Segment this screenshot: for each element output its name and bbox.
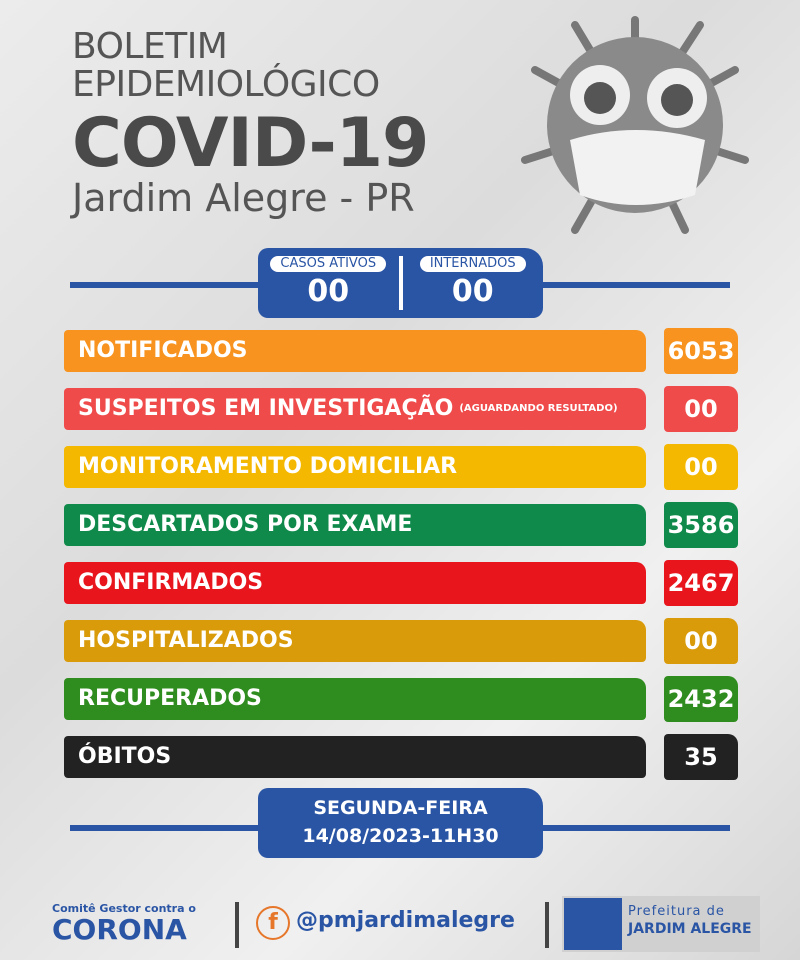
stat-row: RECUPERADOS 2432 [64,676,738,722]
separator [235,902,239,948]
title-line-2: EPIDEMIOLÓGICO [72,64,380,105]
city-text: JARDIM ALEGRE [628,921,752,937]
title-line-1: BOLETIM [72,26,228,67]
prefeitura-logo: Prefeitura de JARDIM ALEGRE [562,896,760,952]
facebook-icon[interactable]: f [256,906,290,940]
hospitalized-value: 00 [451,274,494,309]
stat-label-bar: ÓBITOS [64,736,646,778]
stat-row: HOSPITALIZADOS 00 [64,618,738,664]
stat-row: MONITORAMENTO DOMICILIAR 00 [64,444,738,490]
separator [398,256,403,310]
stat-label: HOSPITALIZADOS [78,628,294,653]
hospitalized-label: INTERNADOS [419,256,526,272]
stat-label: SUSPEITOS EM INVESTIGAÇÃO [78,396,454,421]
coat-of-arms-icon [564,898,622,950]
virus-mascot-icon [521,16,749,234]
bulletin-title: BOLETIM EPIDEMIOLÓGICO [72,28,380,104]
stat-label: ÓBITOS [78,744,172,769]
stat-label: CONFIRMADOS [78,570,264,595]
stat-note: (AGUARDANDO RESULTADO) [459,403,618,414]
weekday: SEGUNDA-FEIRA [313,797,488,819]
stat-value: 2467 [664,560,738,606]
hospitalized: INTERNADOS 00 [403,248,544,318]
stat-value: 00 [664,618,738,664]
stat-value: 3586 [664,502,738,548]
stat-row: NOTIFICADOS 6053 [64,328,738,374]
stat-label-bar: SUSPEITOS EM INVESTIGAÇÃO (AGUARDANDO RES… [64,388,646,430]
footer: Comitê Gestor contra o CORONA f @pmjardi… [0,890,800,952]
separator [545,902,549,948]
prefeitura-text: Prefeitura de [628,904,725,919]
stat-label-bar: HOSPITALIZADOS [64,620,646,662]
stat-label-bar: RECUPERADOS [64,678,646,720]
stat-label-bar: MONITORAMENTO DOMICILIAR [64,446,646,488]
datetime: 14/08/2023-11H30 [302,825,499,847]
active-cases-value: 00 [307,274,350,309]
stat-label: RECUPERADOS [78,686,262,711]
stat-row: CONFIRMADOS 2467 [64,560,738,606]
stat-value: 00 [664,444,738,490]
summary-box: CASOS ATIVOS 00 INTERNADOS 00 [258,248,543,318]
corona-text: CORONA [52,913,187,946]
stat-label-bar: CONFIRMADOS [64,562,646,604]
active-cases-label: CASOS ATIVOS [270,256,387,272]
stat-value: 6053 [664,328,738,374]
stat-label: NOTIFICADOS [78,338,248,363]
committee-text: Comitê Gestor contra o [52,902,196,915]
stat-row: SUSPEITOS EM INVESTIGAÇÃO (AGUARDANDO RES… [64,386,738,432]
covid-title: COVID-19 [72,104,429,183]
stat-value: 00 [664,386,738,432]
stat-value: 35 [664,734,738,780]
stat-label: MONITORAMENTO DOMICILIAR [78,454,458,479]
facebook-handle[interactable]: @pmjardimalegre [296,908,515,933]
stat-label: DESCARTADOS POR EXAME [78,512,413,537]
committee-logo: Comitê Gestor contra o CORONA [52,902,212,945]
location: Jardim Alegre - PR [72,176,415,220]
stat-label-bar: DESCARTADOS POR EXAME [64,504,646,546]
date-box: SEGUNDA-FEIRA 14/08/2023-11H30 [258,788,543,858]
active-cases: CASOS ATIVOS 00 [258,248,399,318]
stat-label-bar: NOTIFICADOS [64,330,646,372]
stat-row: DESCARTADOS POR EXAME 3586 [64,502,738,548]
stat-row: ÓBITOS 35 [64,734,738,780]
stat-value: 2432 [664,676,738,722]
